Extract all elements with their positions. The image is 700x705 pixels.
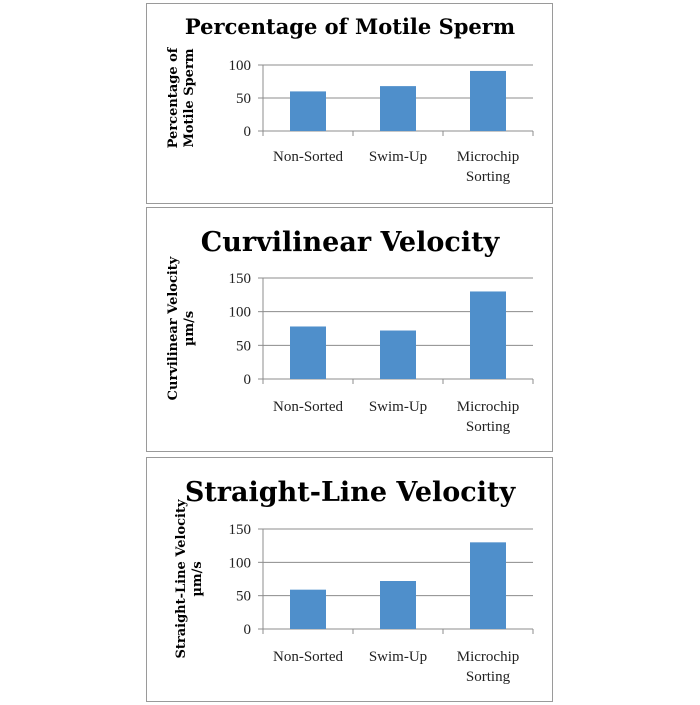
bar <box>290 589 326 629</box>
chart-panel-curvilinear: Curvilinear Velocity 0 50 100 150 Non-Sorted S… <box>146 207 553 452</box>
chart-motile-sperm: Percentage of Motile Sperm 0 50 100 Non-Sort… <box>166 14 534 185</box>
y-tick-label: 0 <box>244 622 252 638</box>
chart-title: Curvilinear Velocity <box>201 227 501 258</box>
chart-panel-motile: Percentage of Motile Sperm 0 50 100 Non-Sort… <box>146 3 553 204</box>
bar <box>290 326 326 379</box>
chart-panel-straight-line: Straight-Line Velocity 0 50 100 150 Non-Sorte… <box>146 457 553 702</box>
x-category-label: Swim-Up <box>369 399 427 415</box>
x-category-label: Microchip Sorting <box>457 649 519 685</box>
y-tick-label: 50 <box>236 589 251 605</box>
y-tick-label: 150 <box>229 522 252 538</box>
y-tick-label: 100 <box>229 555 252 571</box>
x-category-label: Swim-Up <box>369 649 427 665</box>
y-tick-label: 100 <box>229 58 252 74</box>
bar <box>380 581 416 629</box>
y-axis-label: Straight-Line Velocityµm/s <box>174 499 205 659</box>
x-category-label: Non-Sorted <box>273 399 343 415</box>
y-axis-label: Curvilinear Velocityµm/s <box>166 256 197 400</box>
x-category-label: Swim-Up <box>369 149 427 165</box>
y-tick-label: 50 <box>236 338 251 354</box>
chart-title: Percentage of Motile Sperm <box>185 14 515 39</box>
chart-straight-line-velocity: Straight-Line Velocity 0 50 100 150 Non-Sorte… <box>174 477 534 685</box>
bar <box>470 291 506 379</box>
x-category-label: Microchip Sorting <box>457 399 519 435</box>
x-category-label: Microchip Sorting <box>457 149 519 185</box>
x-category-label: Non-Sorted <box>273 649 343 665</box>
chart-curvilinear-velocity: Curvilinear Velocity 0 50 100 150 Non-Sorted S… <box>166 227 534 435</box>
y-axis-label: Percentage ofMotile Sperm <box>166 46 197 148</box>
bar <box>380 330 416 379</box>
y-tick-label: 100 <box>229 305 252 321</box>
chart-title: Straight-Line Velocity <box>185 477 517 508</box>
bar <box>470 542 506 629</box>
bar <box>290 91 326 131</box>
bar <box>470 70 506 131</box>
bar <box>380 86 416 131</box>
y-tick-label: 50 <box>236 91 251 107</box>
y-tick-label: 150 <box>229 271 252 287</box>
y-tick-label: 0 <box>244 124 252 140</box>
x-category-label: Non-Sorted <box>273 149 343 165</box>
y-tick-label: 0 <box>244 372 252 388</box>
